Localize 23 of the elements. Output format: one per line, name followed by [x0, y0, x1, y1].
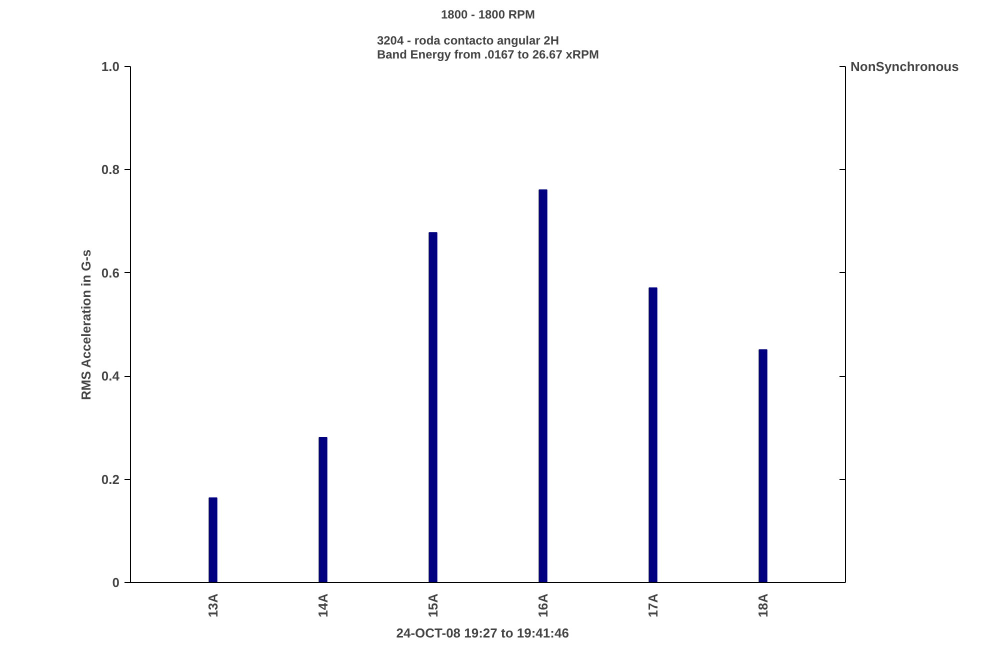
- x-tick-label: 16A: [536, 592, 550, 618]
- bar: [538, 189, 548, 582]
- y-axis-title: RMS Acceleration in G-s: [78, 249, 94, 400]
- chart-subtitle: 3204 - roda contacto angular 2H Band Energy from .0167 to 26.67 xRPM: [376, 34, 600, 62]
- x-tick-label: 17A: [646, 592, 660, 618]
- x-axis-title: 24-OCT-08 19:27 to 19:41:46: [396, 625, 569, 640]
- y-tick-label: 0: [112, 575, 120, 590]
- y-tick-label: 0.2: [101, 472, 120, 487]
- chart-title: 1800 - 1800 RPM: [440, 8, 536, 22]
- bar: [208, 497, 218, 582]
- y-tick-label: 0.6: [101, 265, 120, 280]
- x-tick-label: 13A: [206, 592, 220, 618]
- y-tick-label: 0.4: [101, 368, 120, 384]
- bar: [648, 287, 658, 582]
- text: NonSynchronous: [850, 59, 959, 74]
- bar: [318, 437, 328, 582]
- y-tick-label: 1.0: [101, 59, 120, 74]
- x-tick-label: 18A: [756, 592, 770, 618]
- x-tick-label: 15A: [426, 592, 440, 618]
- bar: [428, 232, 438, 582]
- x-tick-label: 14A: [316, 592, 330, 618]
- y-tick-label: 0.8: [101, 162, 120, 178]
- bar: [758, 349, 768, 582]
